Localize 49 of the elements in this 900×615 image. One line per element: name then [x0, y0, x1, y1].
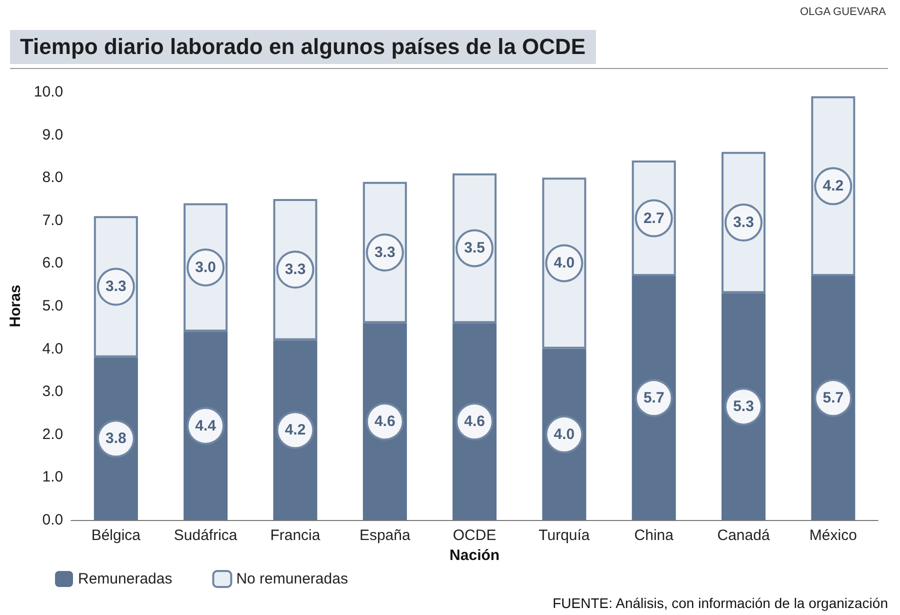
y-tick-label: 8.0 [42, 169, 64, 186]
bar [811, 276, 856, 520]
x-axis-title: Nación [450, 547, 500, 564]
data-label: 4.0 [554, 254, 575, 272]
y-tick-label: 7.0 [42, 212, 64, 229]
data-label: 5.7 [643, 390, 664, 407]
y-tick-label: 0.0 [42, 512, 64, 528]
legend-label: Remuneradas [78, 570, 172, 588]
y-tick-label: 1.0 [42, 468, 64, 486]
data-label: 3.3 [374, 244, 396, 261]
data-label: 4.2 [822, 178, 844, 195]
bar [722, 293, 766, 520]
y-tick-label: 9.0 [42, 126, 64, 144]
bar [632, 276, 676, 520]
y-tick-label: 10.0 [34, 84, 64, 100]
data-label: 4.4 [195, 417, 217, 434]
y-tick-label: 3.0 [42, 383, 64, 400]
data-label: 3.8 [105, 430, 126, 448]
x-tick-label: Sudáfrica [174, 527, 238, 544]
x-tick-label: Bélgica [91, 527, 142, 544]
x-tick-label: Francia [270, 527, 321, 544]
x-tick-label: OCDE [452, 527, 496, 544]
legend-label: No remuneradas [236, 570, 348, 588]
y-tick-label: 2.0 [42, 426, 64, 443]
x-tick-label: China [634, 527, 674, 544]
chart-title: Tiempo diario laborado en algunos países de la OCDE [10, 30, 596, 64]
data-label: 3.3 [105, 278, 126, 296]
y-axis-title: Horas [7, 284, 24, 328]
source-note: FUENTE: Análisis, con información de la organización [552, 595, 888, 611]
data-label: 4.6 [374, 413, 396, 430]
text: OLGA GUEVARA [800, 6, 886, 18]
x-tick-label: Turquía [538, 527, 590, 544]
y-tick-label: 5.0 [42, 298, 64, 314]
data-label: 4.6 [464, 413, 485, 430]
x-tick-label: Canadá [717, 527, 770, 544]
x-tick-label: España [359, 527, 411, 544]
data-label: 3.3 [733, 214, 754, 232]
data-label: 3.5 [464, 240, 485, 257]
y-tick-label: 6.0 [42, 254, 64, 272]
data-label: 5.7 [822, 390, 844, 407]
data-label: 3.0 [195, 258, 216, 276]
x-tick-label: México [809, 527, 857, 544]
bar [811, 96, 856, 276]
y-tick-label: 4.0 [42, 340, 64, 358]
data-label: 5.3 [733, 398, 754, 416]
data-label: 2.7 [643, 210, 664, 227]
data-label: 3.3 [284, 261, 306, 278]
data-label: 4.2 [284, 422, 306, 439]
data-label: 4.0 [554, 426, 575, 443]
